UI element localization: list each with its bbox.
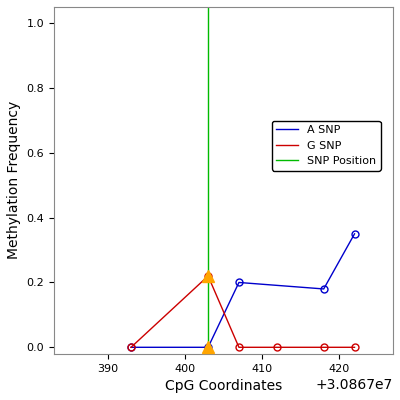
G SNP [236,345,241,350]
G SNP [352,345,357,350]
A SNP [352,232,357,236]
X-axis label: CpG Coordinates: CpG Coordinates [165,379,282,393]
A SNP [206,345,210,350]
G SNP [321,345,326,350]
Y-axis label: Methylation Frequency: Methylation Frequency [7,101,21,260]
G SNP [129,345,134,350]
Line: G SNP: G SNP [128,272,358,351]
G SNP [206,274,210,278]
A SNP [129,345,134,350]
Line: A SNP: A SNP [128,230,358,351]
A SNP [236,280,241,285]
Legend: A SNP, G SNP, SNP Position: A SNP, G SNP, SNP Position [272,121,381,171]
A SNP [321,286,326,291]
G SNP [275,345,280,350]
